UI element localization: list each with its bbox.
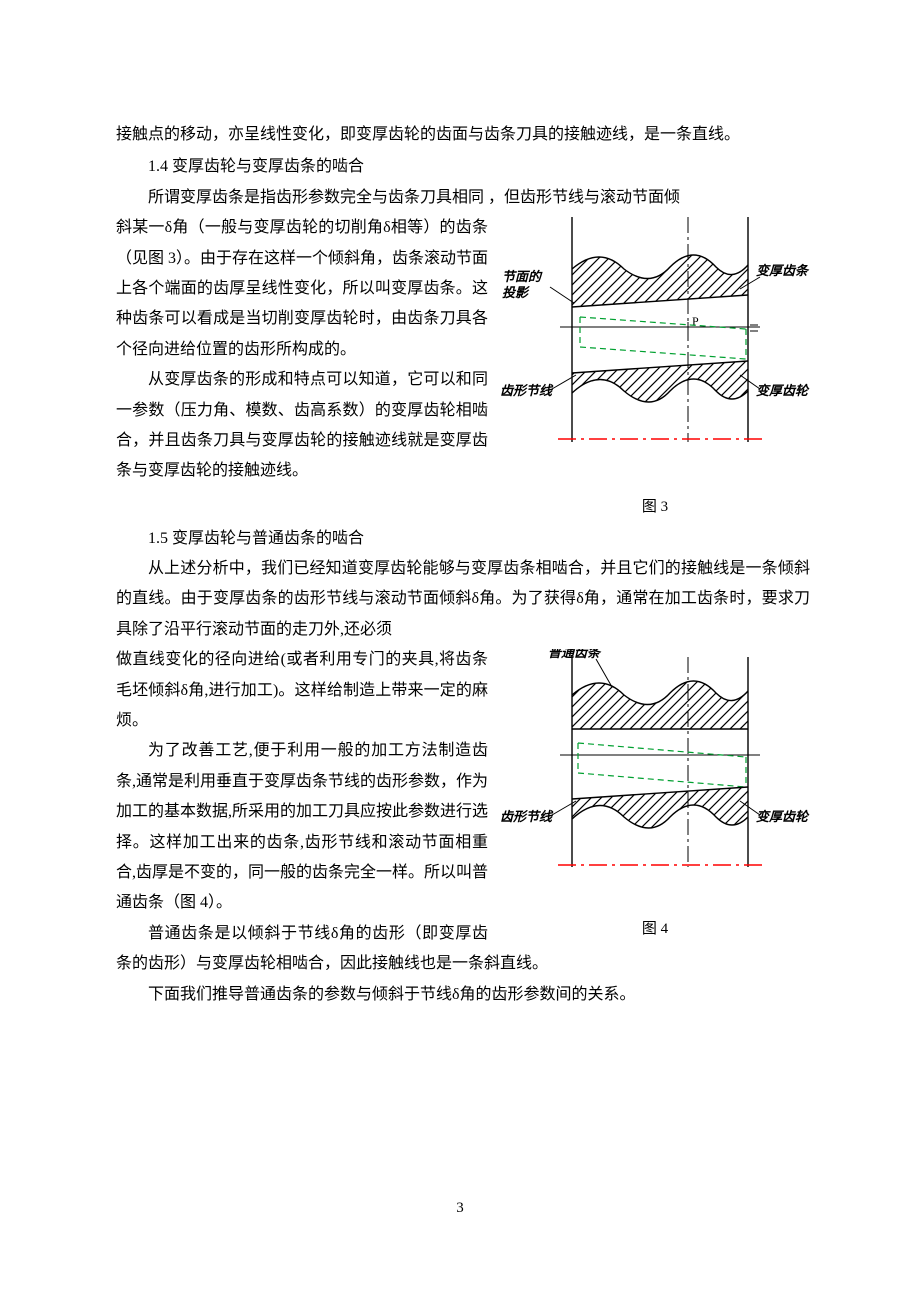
paragraph-continuation: 接触点的移动，亦呈线性变化，即变厚齿轮的齿面与齿条刀具的接触迹线，是一条直线。 [116,120,810,150]
figure-3: P 节面的 投 [500,217,810,522]
figure-4: 普通齿条 齿形节线 变厚齿轮 图 4 [500,649,810,944]
fig3-label-proj-2: 投影 [502,285,530,300]
fig4-label-gear: 变厚齿轮 [756,809,810,824]
heading-1-5: 1.5 变厚齿轮与普通齿条的啮合 [116,524,810,554]
figure-4-caption: 图 4 [500,915,810,944]
paragraph-1-5-e: 下面我们推导普通齿条的参数与倾斜于节线δ角的齿形参数间的关系。 [116,980,810,1010]
fig3-label-pitch: 齿形节线 [500,383,554,398]
section-1-5-body: 普通齿条 齿形节线 变厚齿轮 图 4 做直线变化的径向进给(或者利用专门的夹具,… [116,645,810,979]
fig3-label-rack: 变厚齿条 [756,263,810,278]
page-number: 3 [0,1194,920,1223]
fig3-label-gear: 变厚齿轮 [756,383,810,398]
fig4-label-rack: 普通齿条 [548,649,602,660]
figure-3-svg: P 节面的 投 [500,217,810,487]
heading-1-4: 1.4 变厚齿轮与变厚齿条的啮合 [116,152,810,182]
figure-4-svg: 普通齿条 齿形节线 变厚齿轮 [500,649,810,909]
paragraph-1-4-lead: 所谓变厚齿条是指齿形参数完全与齿条刀具相同 ，但齿形节线与滚动节面倾 [116,183,810,213]
figure-3-caption: 图 3 [500,493,810,522]
paragraph-1-5-a: 从上述分析中，我们已经知道变厚齿轮能够与变厚齿条相啮合，并且它们的接触线是一条倾… [116,554,810,645]
fig4-label-pitch: 齿形节线 [500,809,554,824]
fig3-label-proj-1: 节面的 [502,269,543,284]
section-1-4-body: P 节面的 投 [116,213,810,522]
